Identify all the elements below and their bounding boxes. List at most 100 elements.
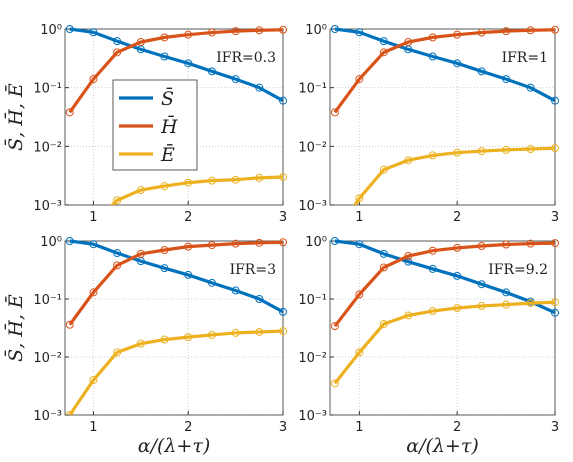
marker (502, 75, 511, 84)
marker (255, 83, 264, 92)
x-tick-label: 1 (89, 210, 97, 225)
marker (526, 83, 535, 92)
marker (207, 28, 216, 37)
y-tick-label: 10⁰ (305, 23, 327, 38)
marker (502, 288, 511, 297)
marker (184, 333, 193, 342)
marker (279, 238, 287, 247)
y-tick-label: 10⁻³ (33, 409, 62, 424)
marker (207, 67, 216, 76)
x-tick-label: 1 (355, 210, 363, 225)
marker (404, 38, 413, 47)
marker (379, 249, 388, 258)
marker (502, 240, 511, 249)
marker (404, 257, 413, 266)
marker (379, 48, 388, 57)
marker (355, 290, 364, 299)
marker (330, 237, 339, 245)
marker (551, 25, 559, 34)
x-tick-label: 2 (453, 420, 461, 435)
marker (279, 173, 287, 182)
marker (477, 67, 486, 76)
y-tick-label: 10⁻³ (298, 199, 327, 214)
marker (231, 27, 240, 36)
marker (404, 311, 413, 320)
x-tick-label: 3 (551, 210, 559, 225)
marker (279, 96, 287, 105)
marker (526, 299, 535, 308)
marker (477, 28, 486, 37)
marker (136, 249, 145, 258)
marker (184, 30, 193, 39)
marker (453, 271, 462, 280)
y-axis-label: S̄, H̄, Ē (4, 83, 27, 151)
marker (279, 307, 287, 316)
marker (379, 165, 388, 174)
marker (160, 245, 169, 254)
marker (207, 241, 216, 250)
series-group (330, 25, 559, 205)
legend-label: S̄ (161, 87, 174, 110)
marker (136, 186, 145, 195)
marker (279, 327, 287, 336)
marker (113, 196, 122, 205)
x-tick-label: 2 (184, 420, 192, 435)
axes-box (64, 28, 284, 206)
marker (136, 339, 145, 348)
marker (330, 379, 339, 388)
marker (65, 411, 74, 415)
marker (255, 238, 264, 247)
marker (551, 308, 559, 317)
marker (207, 278, 216, 287)
marker (551, 239, 559, 248)
line (333, 28, 556, 114)
x-tick-label: 2 (184, 210, 192, 225)
y-tick-label: 10⁰ (40, 23, 62, 38)
marker (113, 37, 122, 46)
marker (89, 376, 98, 385)
y-tick-label: 10⁻² (298, 140, 327, 155)
marker (279, 25, 287, 34)
marker (502, 145, 511, 154)
marker (255, 295, 264, 303)
marker (184, 59, 193, 68)
marker (231, 239, 240, 248)
marker (428, 52, 437, 61)
x-axis-label: α/(λ+τ) (406, 435, 479, 457)
marker (551, 96, 559, 105)
marker (113, 261, 122, 270)
legend-label: Ē (160, 143, 175, 166)
marker (255, 327, 264, 336)
marker (136, 38, 145, 47)
marker (477, 241, 486, 250)
axes-box (329, 240, 556, 416)
marker (65, 108, 74, 117)
y-axis-label: S̄, H̄, Ē (4, 294, 27, 362)
annotation: IFR=0.3 (216, 50, 276, 66)
marker (160, 335, 169, 344)
series-group (65, 25, 287, 205)
line (68, 240, 284, 326)
marker (65, 237, 74, 245)
marker (428, 307, 437, 316)
marker (113, 348, 122, 357)
x-axis-label: α/(λ+τ) (138, 435, 211, 457)
plot-area (330, 241, 555, 415)
marker (453, 303, 462, 312)
marker (65, 320, 74, 329)
y-tick-label: 10⁻¹ (298, 293, 327, 308)
y-tick-label: 10⁻¹ (33, 82, 62, 97)
marker (160, 33, 169, 42)
marker (428, 264, 437, 273)
marker (355, 240, 364, 249)
series-group (65, 237, 287, 415)
line (68, 28, 284, 114)
marker (428, 33, 437, 42)
line (353, 146, 556, 205)
y-tick-label: 10⁻² (33, 351, 62, 366)
marker (428, 246, 437, 255)
marker (255, 26, 264, 35)
marker (89, 240, 98, 249)
marker (526, 239, 535, 248)
marker (379, 263, 388, 272)
